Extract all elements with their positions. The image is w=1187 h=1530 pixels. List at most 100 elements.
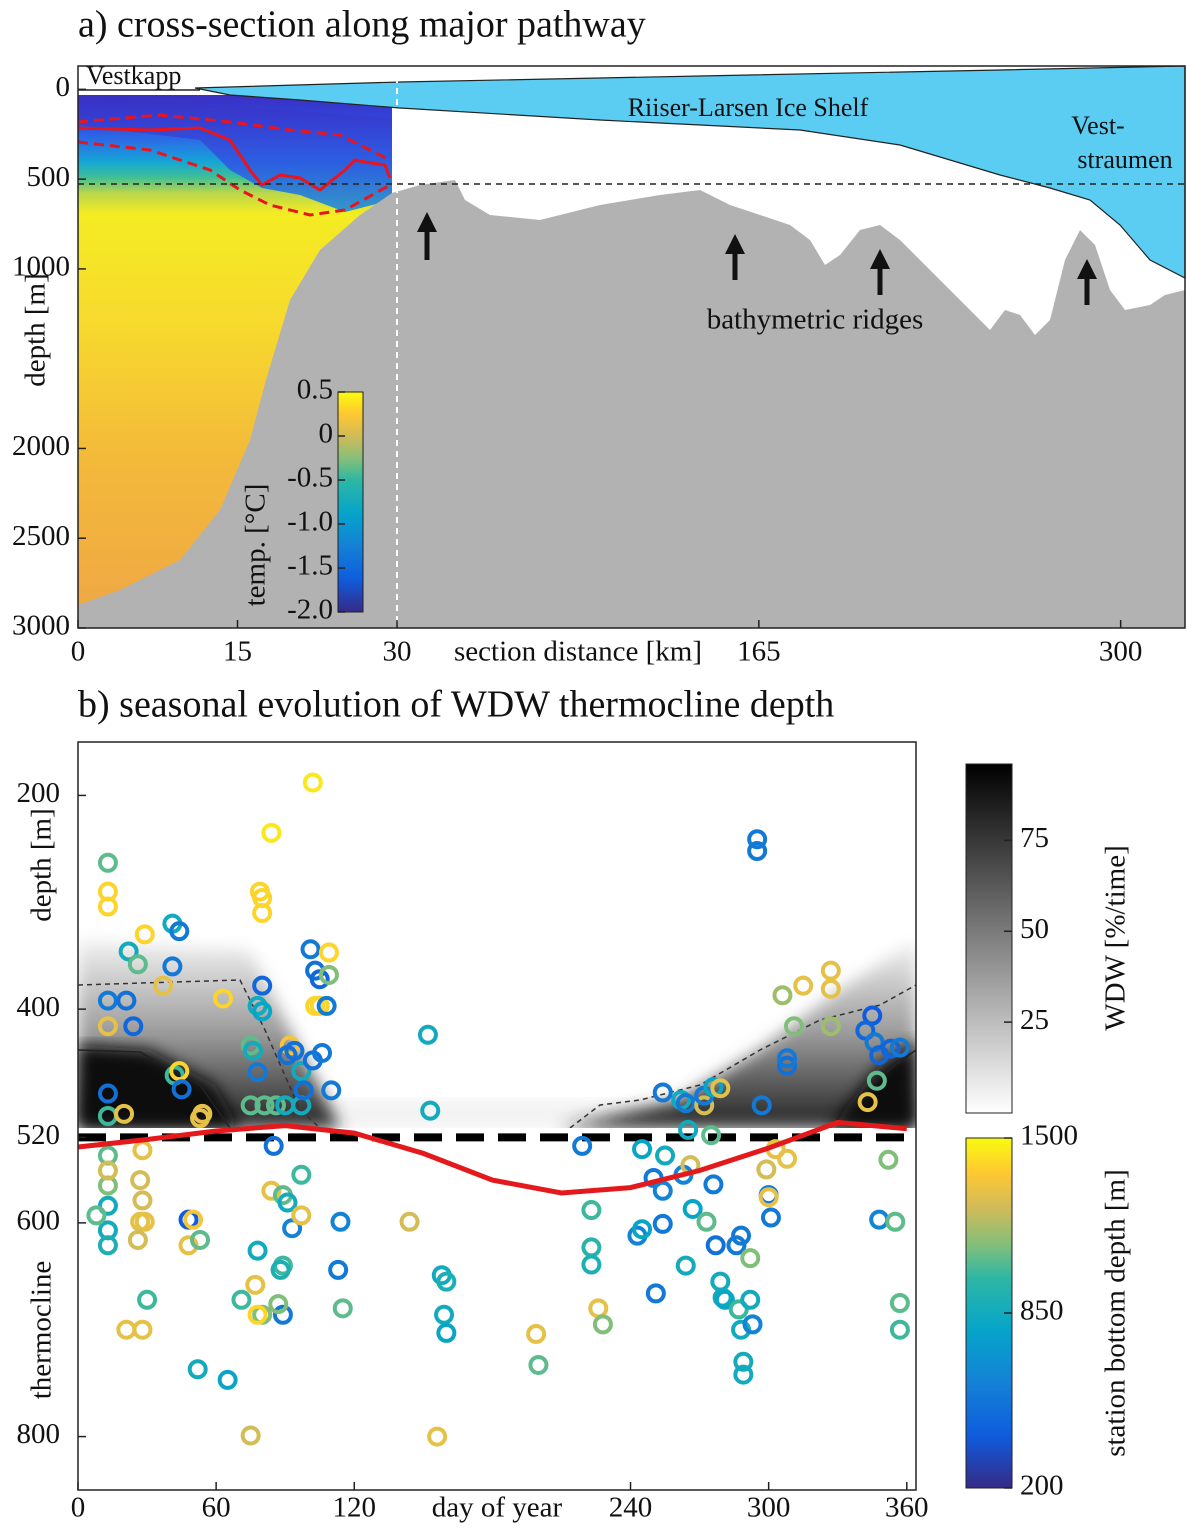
station-point [783, 1016, 804, 1037]
annotation: straumen [1077, 145, 1172, 174]
station-point [132, 1319, 153, 1340]
station-point [758, 1187, 779, 1208]
station-point [820, 1016, 841, 1037]
y-tick-label: 0 [56, 71, 71, 103]
panel-title: b) seasonal evolution of WDW thermocline… [78, 684, 834, 726]
ice-shelf [194, 65, 1186, 279]
station-point [291, 1061, 312, 1082]
station-point [772, 985, 793, 1006]
x-axis-label: section distance [km] [454, 636, 702, 668]
colorbar-label: WDW [%/time] [1100, 845, 1132, 1030]
station-point [312, 1042, 333, 1063]
station-point [291, 1164, 312, 1185]
station-point [733, 1364, 754, 1385]
station-point [581, 1237, 602, 1258]
station-point [731, 1225, 752, 1246]
colorbar-tick-label: 25 [1020, 1004, 1049, 1036]
station-point [710, 1078, 731, 1099]
station-point [820, 960, 841, 981]
y-tick-label: 2500 [12, 520, 70, 552]
station-point [652, 1082, 673, 1103]
station-point [247, 1304, 268, 1325]
station-point [427, 1426, 448, 1447]
station-point [171, 1079, 192, 1100]
x-tick-label: 360 [885, 1492, 929, 1524]
station-point [740, 1248, 761, 1269]
wdw-field [78, 940, 916, 1128]
station-point [777, 1055, 798, 1076]
station-point [728, 1299, 749, 1320]
station-point [162, 956, 183, 977]
station-point [714, 1289, 735, 1310]
station-point [332, 1298, 353, 1319]
x-tick-label: 165 [737, 636, 781, 668]
station-point [399, 1211, 420, 1232]
y-tick-label: 800 [17, 1418, 61, 1450]
station-point [889, 1293, 910, 1313]
station-point [777, 1048, 798, 1069]
station-point [434, 1304, 455, 1325]
station-point [240, 1425, 261, 1446]
station-point [756, 1159, 777, 1180]
station-point [277, 1192, 298, 1213]
station-point [878, 1149, 899, 1170]
station-point [528, 1354, 549, 1375]
station-point [254, 1095, 275, 1116]
station-point [97, 1016, 118, 1037]
station-point [272, 1304, 293, 1325]
station-point [137, 1289, 158, 1310]
station-point [417, 1024, 438, 1045]
station-point [132, 1190, 153, 1211]
station-point [252, 902, 273, 923]
isotherm [77, 113, 391, 162]
station-point [747, 829, 768, 850]
station-point [213, 988, 234, 1009]
colorbar [965, 763, 1013, 1114]
station-point [183, 1209, 204, 1230]
station-point [880, 1038, 901, 1059]
mean-line [77, 1119, 908, 1196]
station-point [97, 1160, 118, 1181]
station-point [760, 1207, 781, 1228]
station-point [97, 1083, 118, 1104]
station-point [252, 1001, 273, 1022]
station-point [116, 1319, 137, 1340]
station-point [696, 1211, 717, 1232]
station-point [270, 1259, 291, 1280]
station-point [581, 1200, 602, 1221]
station-point [132, 1140, 153, 1161]
x-axis-label: day of year [432, 1492, 563, 1524]
colorbar-tick-label: 1500 [1020, 1120, 1078, 1152]
station-point [130, 1170, 151, 1191]
x-tick-label: 240 [609, 1492, 653, 1524]
station-point [316, 995, 337, 1016]
station-point [436, 1271, 457, 1292]
x-tick-label: 0 [71, 1492, 86, 1524]
station-point [675, 1093, 696, 1114]
station-point [318, 964, 339, 985]
y-axis-label: depth [m] [20, 273, 52, 387]
colorbar [337, 391, 364, 613]
colorbar-tick-label: -1.0 [287, 506, 333, 538]
colorbar-label: temp. [°C] [240, 484, 272, 607]
station-point [652, 1180, 673, 1201]
station-point [581, 1254, 602, 1275]
station-point [866, 1070, 887, 1091]
station-point [284, 1040, 305, 1061]
y-axis-label: thermocline [26, 1261, 58, 1400]
station-point [97, 1195, 118, 1216]
station-point [97, 1235, 118, 1256]
station-point [857, 1092, 878, 1113]
station-point [252, 975, 273, 996]
station-point [169, 921, 190, 942]
station-point [632, 1219, 653, 1240]
station-point [247, 1240, 268, 1261]
isotherm [77, 126, 392, 192]
station-point [632, 1139, 653, 1160]
station-point [526, 1323, 547, 1344]
station-point [190, 1108, 211, 1129]
annotation: Vestkapp [86, 61, 181, 90]
annotation: Vest- [1071, 111, 1124, 140]
x-tick-label: 30 [383, 636, 412, 668]
